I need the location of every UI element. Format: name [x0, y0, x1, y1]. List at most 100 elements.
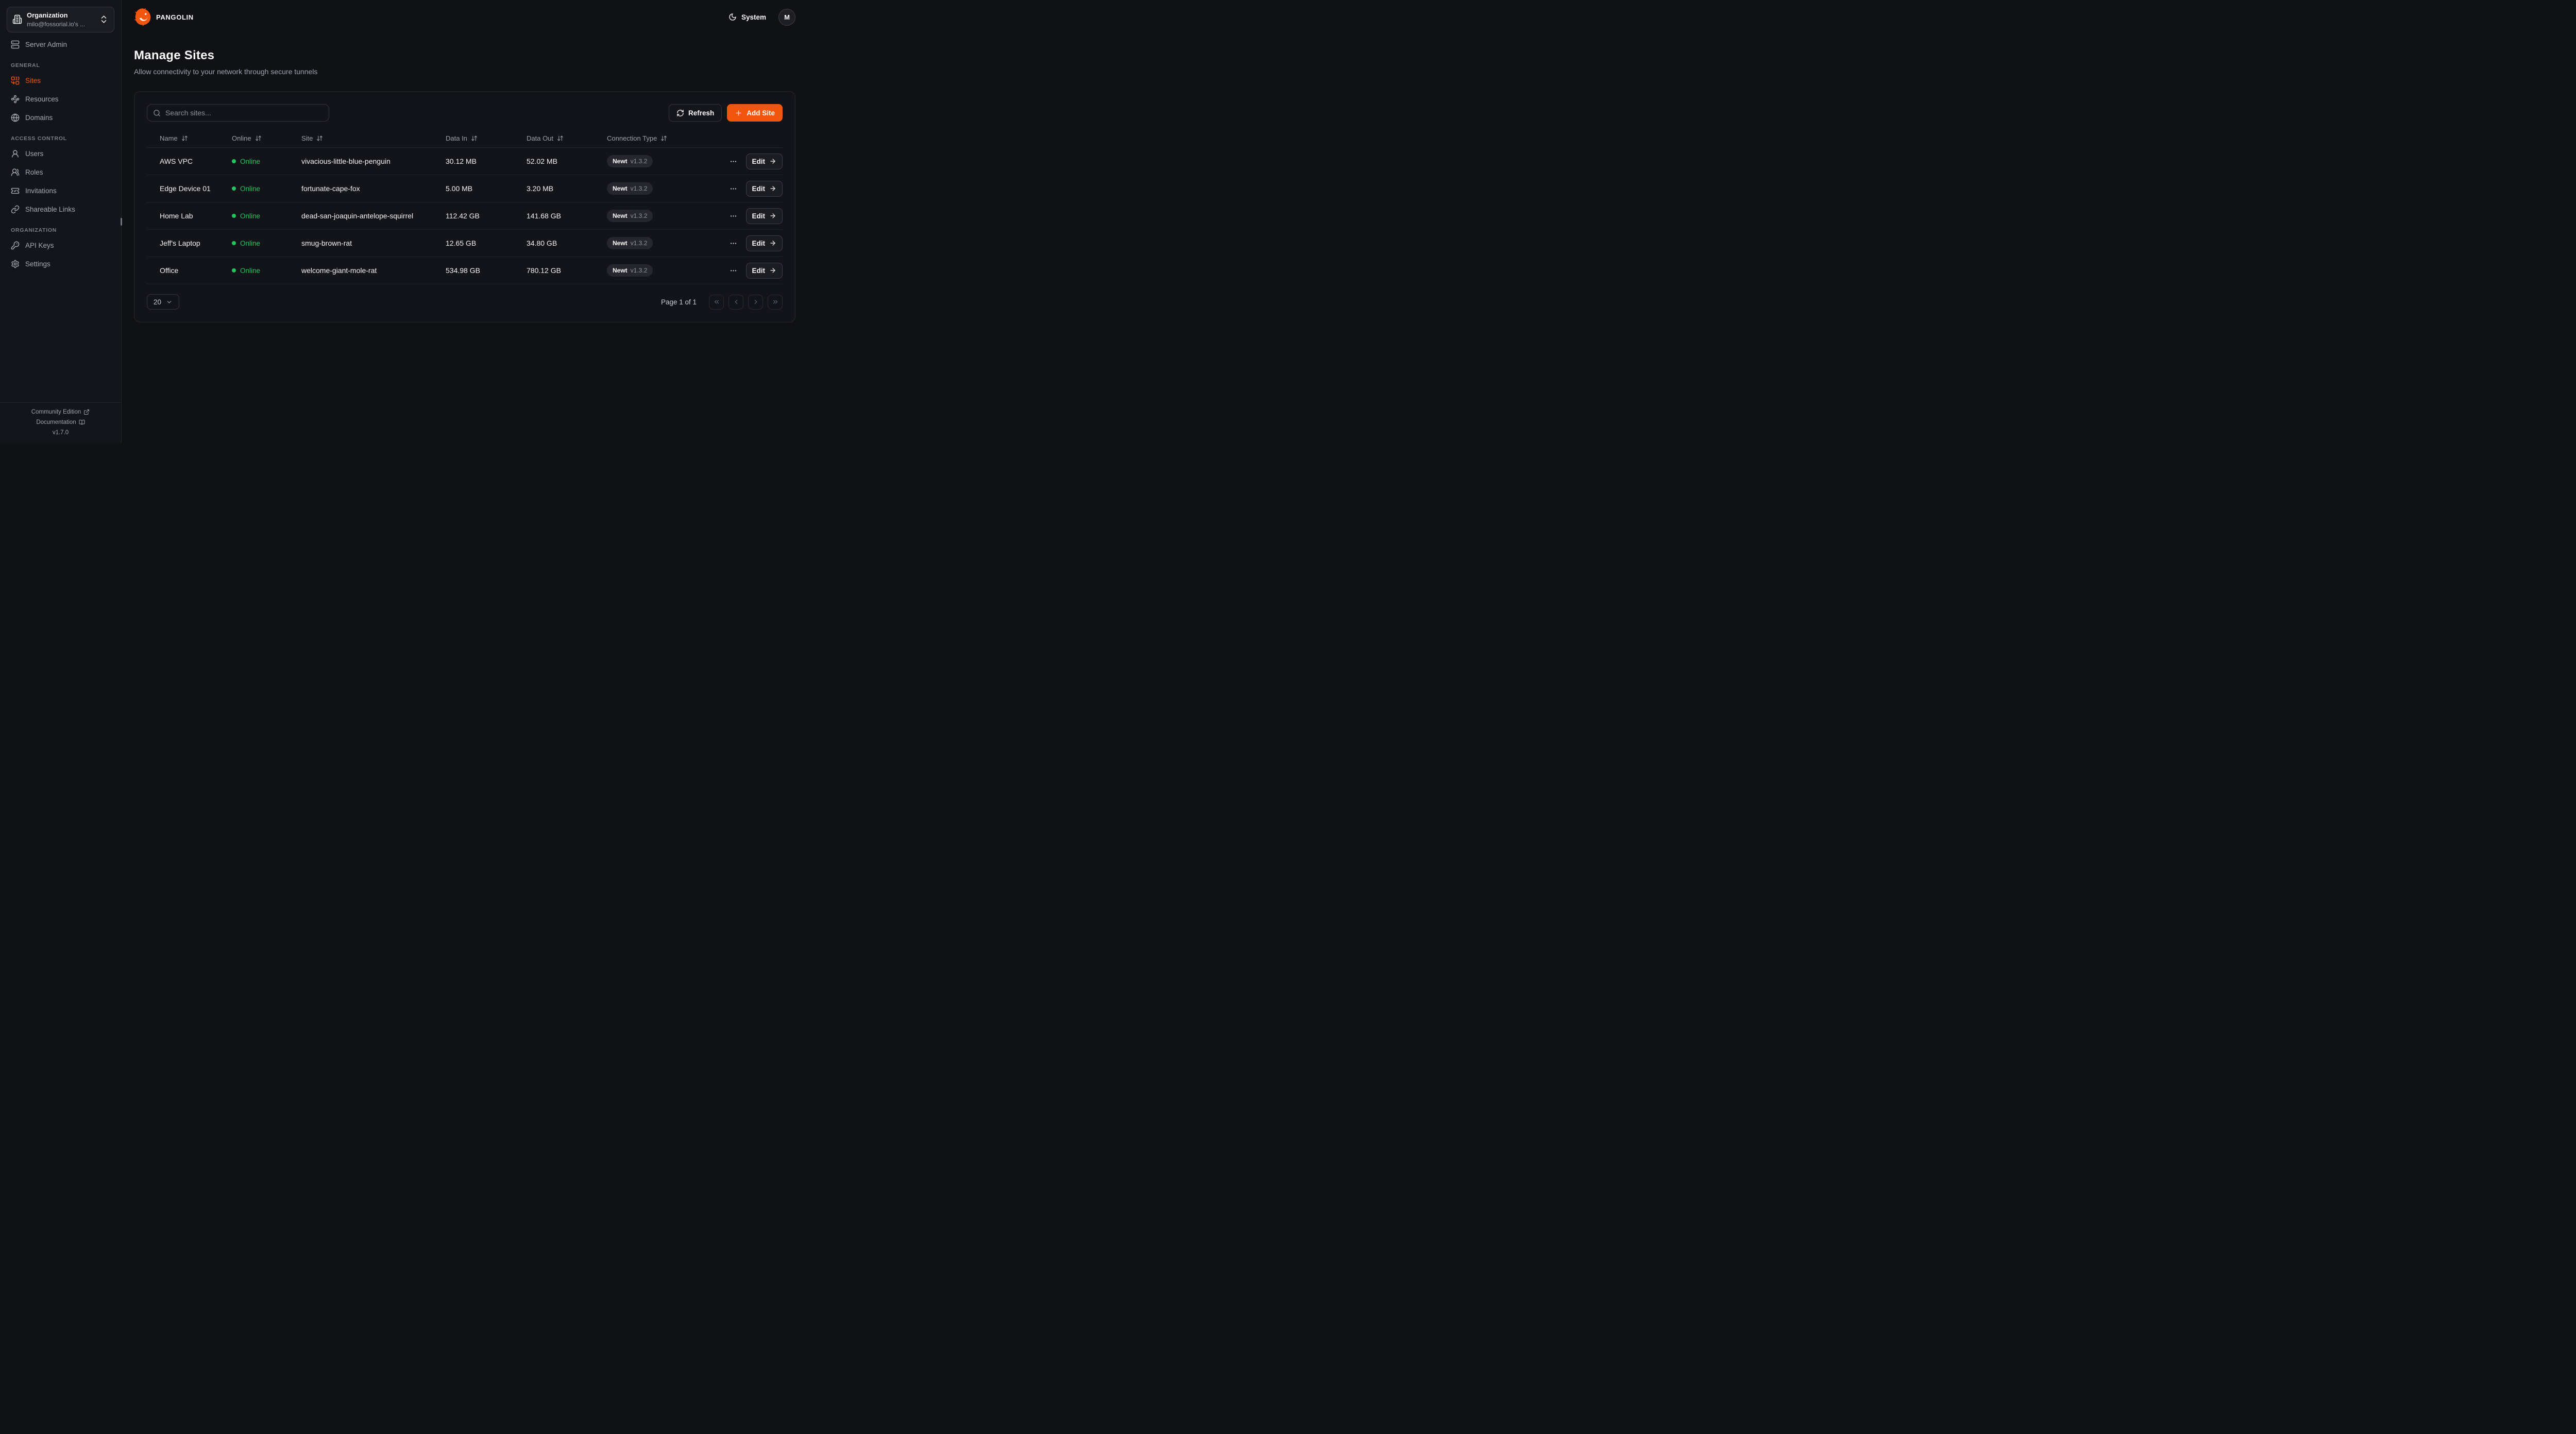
online-status-cell: Online: [232, 185, 301, 193]
site-id-cell: smug-brown-rat: [301, 239, 352, 247]
next-page-button[interactable]: [748, 294, 763, 310]
sidebar-item-users[interactable]: Users: [7, 147, 114, 161]
topbar-right: System M: [728, 8, 795, 26]
page-size-value: 20: [153, 298, 162, 306]
data-in-cell: 534.98 GB: [446, 266, 480, 275]
sidebar-item-label: Shareable Links: [25, 205, 75, 213]
sidebar-section: ORGANIZATION API Keys Settings: [7, 227, 114, 271]
online-status-dot: [232, 186, 236, 191]
site-name-cell: Home Lab: [160, 212, 193, 220]
edit-label: Edit: [752, 239, 766, 247]
sidebar-item-invitations[interactable]: Invitations: [7, 184, 114, 198]
edit-button[interactable]: Edit: [745, 208, 783, 224]
sort-icon: [471, 135, 478, 142]
connection-version: v1.3.2: [630, 185, 648, 192]
column-header-data-in[interactable]: Data In: [446, 134, 527, 142]
previous-page-button[interactable]: [728, 294, 743, 310]
sidebar-item-label: Settings: [25, 260, 50, 268]
sort-icon: [316, 135, 323, 142]
brand[interactable]: PANGOLIN: [134, 8, 194, 26]
column-header-online[interactable]: Online: [232, 134, 301, 142]
arrow-right-icon: [769, 158, 776, 165]
page-info: Page 1 of 1: [660, 298, 697, 306]
page-subtitle: Allow connectivity to your network throu…: [134, 67, 318, 76]
sidebar-footer: Community Edition Documentation v1.7.0: [0, 402, 121, 443]
sidebar-item-settings[interactable]: Settings: [7, 257, 114, 271]
org-selector-value: milo@fossorial.io's ...: [27, 20, 86, 28]
online-status-label: Online: [240, 212, 261, 220]
sidebar-section-heading: ORGANIZATION: [11, 227, 57, 233]
org-selector-label: Organization: [27, 11, 68, 19]
theme-toggle[interactable]: System: [728, 13, 766, 21]
table-body: AWS VPC Online vivacious-little-blue-pen…: [147, 148, 783, 284]
row-menu-button[interactable]: [728, 184, 738, 194]
sort-icon: [181, 135, 188, 142]
sidebar-resize-handle[interactable]: [121, 218, 122, 226]
row-menu-button[interactable]: [728, 157, 738, 166]
sidebar-item-label: Sites: [25, 76, 41, 84]
refresh-icon: [676, 109, 684, 117]
link-icon: [11, 205, 20, 214]
first-page-button[interactable]: [709, 294, 724, 310]
connection-type-cell: Newt v1.3.2: [607, 237, 684, 249]
row-menu-button[interactable]: [728, 238, 738, 248]
online-status-dot: [232, 241, 236, 245]
ellipsis-icon: [730, 187, 736, 190]
site-id-cell: welcome-giant-mole-rat: [301, 266, 377, 275]
connection-type-badge: Newt v1.3.2: [607, 210, 653, 222]
sidebar-item-label: API Keys: [25, 241, 54, 249]
sidebar-item-server-admin[interactable]: Server Admin: [7, 38, 114, 52]
edit-label: Edit: [752, 184, 766, 193]
data-out-cell: 52.02 MB: [527, 157, 557, 165]
online-status-dot: [232, 214, 236, 218]
row-actions-cell: Edit: [684, 208, 783, 224]
ticket-check-icon: [11, 186, 20, 195]
column-header-name[interactable]: Name: [147, 134, 232, 142]
combine-icon: [11, 76, 20, 85]
community-edition-link[interactable]: Community Edition: [31, 409, 81, 415]
edit-button[interactable]: Edit: [745, 153, 783, 169]
site-name-cell: Jeff's Laptop: [160, 239, 200, 247]
sidebar-item-label: Users: [25, 149, 44, 158]
sidebar-item-domains[interactable]: Domains: [7, 111, 114, 125]
sidebar-item-resources[interactable]: Resources: [7, 92, 114, 106]
avatar-initial: M: [784, 13, 790, 21]
ellipsis-icon: [730, 269, 736, 271]
page-size-select[interactable]: 20: [147, 294, 179, 310]
sidebar-item-roles[interactable]: Roles: [7, 165, 114, 179]
site-name-cell: Edge Device 01: [160, 184, 211, 193]
row-menu-button[interactable]: [728, 266, 738, 276]
documentation-link[interactable]: Documentation: [36, 419, 76, 425]
row-menu-button[interactable]: [728, 211, 738, 221]
refresh-button[interactable]: Refresh: [668, 104, 722, 122]
pager: Page 1 of 1: [660, 294, 783, 310]
moon-icon: [728, 13, 737, 21]
connection-name: Newt: [613, 212, 628, 219]
column-header-site[interactable]: Site: [301, 134, 446, 142]
last-page-button[interactable]: [768, 294, 783, 310]
sidebar-item-sites[interactable]: Sites: [7, 74, 114, 88]
add-site-button[interactable]: Add Site: [727, 104, 783, 122]
arrow-right-icon: [769, 267, 776, 274]
connection-type-cell: Newt v1.3.2: [607, 264, 684, 277]
online-status-cell: Online: [232, 158, 301, 165]
column-header-connection-type[interactable]: Connection Type: [607, 134, 684, 142]
sites-toolbar: Refresh Add Site: [147, 104, 783, 122]
org-selector[interactable]: Organization milo@fossorial.io's ...: [7, 7, 114, 32]
table-row: Home Lab Online dead-san-joaquin-antelop…: [147, 202, 783, 230]
edit-button[interactable]: Edit: [745, 180, 783, 197]
search-input[interactable]: [165, 109, 323, 117]
connection-version: v1.3.2: [630, 212, 648, 219]
settings-icon: [11, 260, 20, 268]
chevron-down-icon: [166, 299, 173, 305]
table-footer: 20 Page 1 of 1: [147, 294, 783, 310]
edit-button[interactable]: Edit: [745, 235, 783, 251]
edit-button[interactable]: Edit: [745, 262, 783, 279]
globe-icon: [11, 113, 20, 122]
sidebar-item-api-keys[interactable]: API Keys: [7, 238, 114, 252]
sort-icon: [255, 135, 262, 142]
column-header-data-out[interactable]: Data Out: [527, 134, 607, 142]
avatar[interactable]: M: [778, 8, 795, 26]
data-in-cell: 5.00 MB: [446, 184, 473, 193]
sidebar-item-shareable-links[interactable]: Shareable Links: [7, 202, 114, 216]
